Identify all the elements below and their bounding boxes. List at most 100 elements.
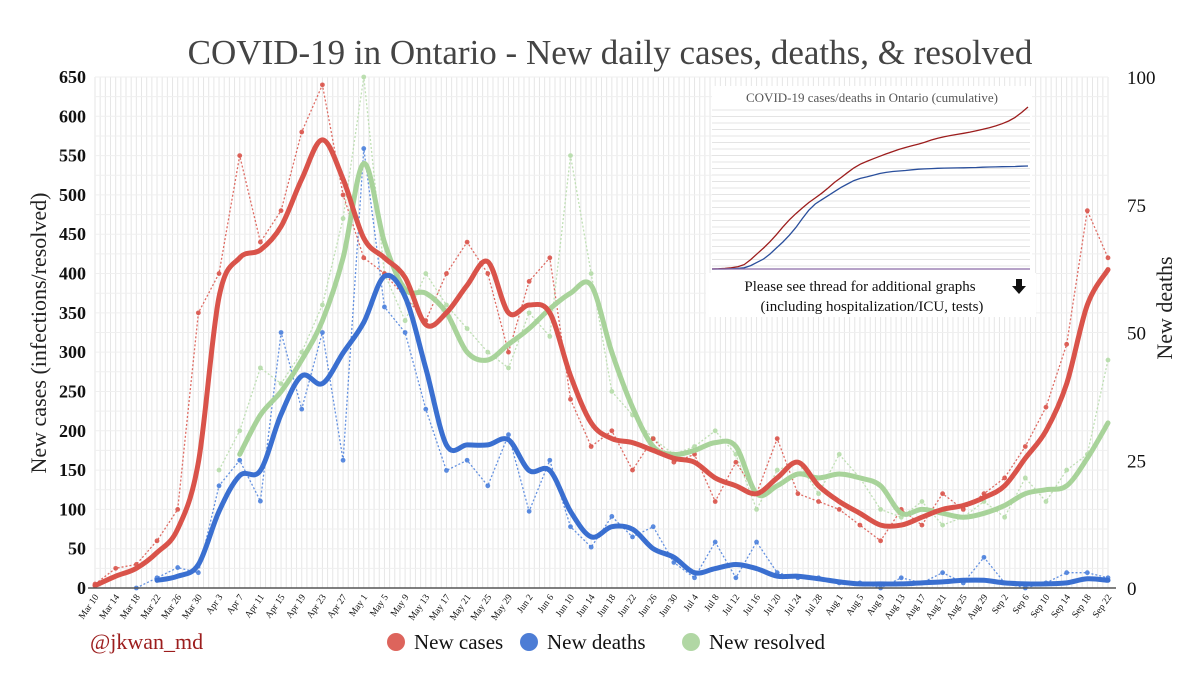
new-cases-daily-point — [113, 565, 119, 571]
new-cases-daily-point — [175, 506, 181, 512]
new-deaths-daily-point — [898, 575, 904, 581]
new-cases-daily-point — [1002, 475, 1008, 481]
new-resolved-daily-point — [1022, 475, 1028, 481]
new-cases-legend-marker — [387, 633, 405, 651]
new-resolved-daily-point — [444, 302, 449, 308]
y2-tick-label: 100 — [1127, 68, 1156, 89]
new-cases-daily-point — [568, 396, 573, 402]
new-resolved-daily-point — [816, 491, 821, 497]
x-tick-label: Jul 8 — [703, 593, 722, 614]
x-tick-label: Aug 1 — [824, 593, 846, 618]
y-axis-right: 0 25 50 75 100 — [1127, 68, 1156, 600]
y-axis-label: New cases (infections/resolved) — [26, 192, 51, 473]
new-deaths-daily-point — [423, 406, 429, 412]
new-resolved-legend-marker — [682, 633, 700, 651]
y2-tick-label: 75 — [1127, 196, 1146, 217]
x-tick-label: Apr 7 — [225, 593, 246, 617]
new-resolved-daily-point — [1105, 357, 1111, 363]
new-deaths-daily-point — [1084, 570, 1090, 576]
new-resolved-daily-point — [940, 522, 946, 528]
new-cases-daily-point — [237, 153, 243, 159]
y2-tick-label: 0 — [1127, 579, 1137, 600]
new-deaths-daily-point — [692, 575, 697, 581]
legend: New cases New deaths New resolved — [387, 630, 826, 654]
inset-cumulative-cases-line — [711, 106, 1029, 270]
down-arrow-icon — [1012, 279, 1026, 294]
new-resolved-daily-point — [878, 506, 883, 512]
y-tick-label: 0 — [77, 578, 86, 598]
new-deaths-daily-point — [754, 539, 759, 545]
new-cases-daily-point — [195, 310, 201, 316]
y-tick-label: 50 — [68, 539, 86, 559]
new-deaths-daily-point — [526, 508, 532, 514]
new-resolved-daily-point — [526, 310, 532, 316]
x-tick-label: Jul 12 — [721, 593, 743, 618]
x-tick-label: Jul 20 — [762, 593, 784, 618]
x-tick-label: May 29 — [490, 593, 515, 623]
new-deaths-daily-point — [671, 560, 677, 565]
new-deaths-daily-point — [257, 498, 263, 504]
x-tick-label: Mar 14 — [98, 593, 122, 622]
x-tick-label: Sep 18 — [1071, 593, 1094, 620]
new-resolved-daily-point — [340, 216, 346, 221]
x-tick-label: Mar 18 — [119, 593, 143, 622]
x-tick-label: Jun 2 — [516, 593, 536, 616]
new-deaths-daily-point — [630, 534, 635, 540]
y2-tick-label: 50 — [1127, 324, 1146, 345]
new-deaths-daily-point — [650, 524, 656, 530]
new-deaths-daily-point — [588, 544, 594, 550]
new-cases-daily-point — [878, 538, 883, 544]
new-cases-daily-point — [547, 255, 553, 261]
new-cases-daily-point — [154, 538, 160, 544]
new-deaths-daily-point — [506, 432, 511, 438]
x-tick-label: Sep 10 — [1029, 593, 1052, 620]
x-tick-label: Apr 19 — [285, 593, 309, 621]
inset-cumulative-deaths-line — [712, 165, 1029, 270]
y2-tick-label: 25 — [1127, 451, 1146, 472]
new-resolved-daily-point — [568, 153, 573, 159]
new-resolved-daily-point — [836, 451, 842, 457]
new-cases-daily-point — [650, 436, 656, 442]
new-cases-daily-point — [1105, 255, 1111, 261]
new-deaths-daily-point — [568, 524, 573, 530]
new-deaths-daily-point — [733, 575, 739, 581]
new-deaths-daily-point — [216, 483, 222, 489]
new-cases-daily-point — [712, 499, 718, 504]
new-cases-daily-point — [630, 467, 635, 473]
new-cases-daily-point — [857, 522, 863, 528]
new-resolved-daily-point — [216, 467, 222, 473]
new-cases-daily-point — [278, 208, 284, 214]
new-resolved-daily-point — [712, 428, 718, 434]
x-tick-label: Sep 14 — [1050, 593, 1073, 620]
new-resolved-daily-point — [1043, 499, 1049, 504]
new-resolved-daily-point — [320, 302, 325, 308]
new-deaths-daily-point — [940, 570, 946, 576]
inset-note-line2: (including hospitalization/ICU, tests) — [761, 299, 984, 315]
y-tick-label: 250 — [59, 381, 86, 401]
x-tick-label: Jun 22 — [616, 593, 639, 619]
new-resolved-daily-point — [774, 467, 780, 473]
new-cases-daily-point — [216, 271, 222, 276]
new-cases-daily-point — [919, 522, 925, 528]
new-resolved-daily-point — [257, 365, 263, 371]
new-resolved-daily-point — [485, 349, 491, 355]
new-deaths-daily-point — [981, 554, 987, 560]
x-tick-label: Jun 6 — [536, 593, 556, 616]
x-tick-label: Sep 6 — [1011, 593, 1032, 616]
new-deaths-daily-point — [278, 330, 284, 335]
new-deaths-daily-point — [609, 514, 615, 519]
new-cases-average-line — [92, 137, 1111, 589]
x-tick-label: Aug 5 — [845, 593, 867, 618]
y-tick-label: 350 — [59, 303, 86, 323]
x-tick-label: Jul 16 — [742, 593, 764, 618]
new-cases-daily-point — [464, 239, 470, 245]
new-cases-daily-point — [299, 129, 305, 135]
x-tick-label: Apr 3 — [205, 593, 226, 617]
x-tick-label: Jun 18 — [596, 593, 619, 619]
x-tick-label: Mar 26 — [160, 593, 184, 622]
new-resolved-daily-point — [1064, 467, 1070, 473]
x-tick-label: Aug 17 — [904, 593, 929, 622]
new-cases-daily-point — [1043, 404, 1049, 410]
new-cases-daily-point — [257, 239, 263, 245]
x-tick-label: Mar 22 — [139, 593, 163, 622]
